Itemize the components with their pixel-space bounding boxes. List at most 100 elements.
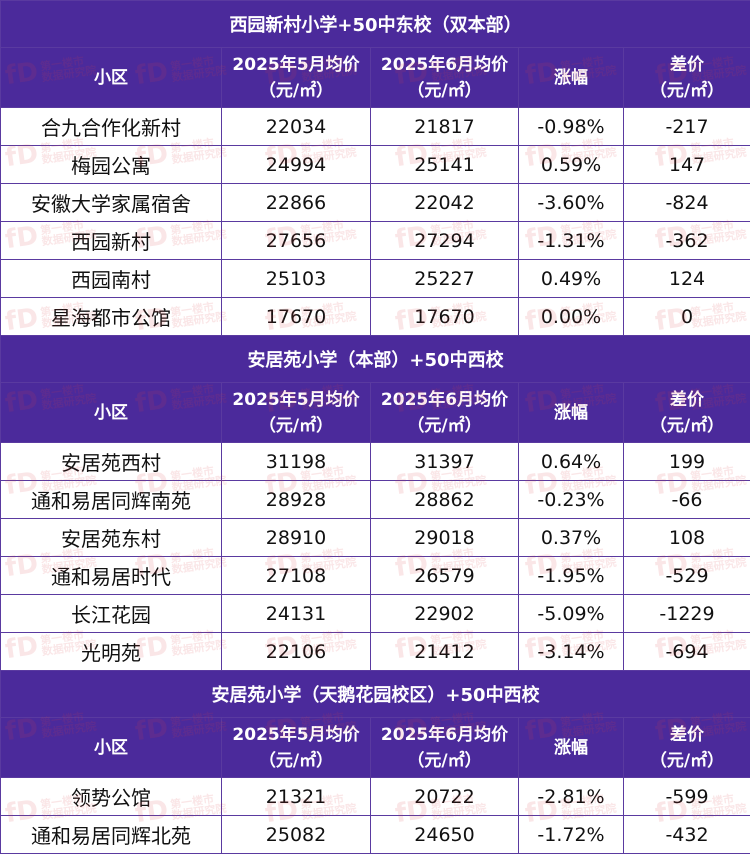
- june-price: 20722: [370, 777, 519, 816]
- price-change: -2.81%: [518, 777, 624, 816]
- header-june-price: 2025年6月均价 （元/㎡）: [370, 382, 519, 443]
- june-price: 21817: [370, 107, 519, 146]
- table-row: 安居苑西村 31198 31397 0.64% 199: [0, 442, 750, 481]
- header-june-unit: （元/㎡）: [407, 750, 482, 771]
- table-row: 长江花园 24131 22902 -5.09% -1229: [0, 594, 750, 633]
- price-change: 0.59%: [518, 145, 624, 184]
- table-row: 通和易居同辉北苑 25082 24650 -1.72% -432: [0, 815, 750, 854]
- community-name: 西园南村: [0, 259, 222, 298]
- header-may-unit: （元/㎡）: [258, 415, 334, 436]
- header-name: 小区: [0, 717, 222, 778]
- header-may-price: 2025年5月均价 （元/㎡）: [221, 717, 371, 778]
- header-june-label: 2025年6月均价: [380, 389, 509, 410]
- may-price: 22034: [221, 107, 371, 146]
- price-diff: 0: [622, 297, 750, 336]
- may-price: 27656: [221, 221, 371, 260]
- header-may-label: 2025年5月均价: [232, 724, 360, 745]
- table-row: 通和易居时代 27108 26579 -1.95% -529: [0, 556, 750, 595]
- price-diff: -66: [622, 480, 750, 519]
- price-change: 0.00%: [518, 297, 624, 336]
- community-name: 安居苑东村: [0, 518, 222, 557]
- june-price: 22902: [370, 594, 519, 633]
- community-name: 领势公馆: [0, 777, 222, 816]
- price-change: -5.09%: [518, 594, 624, 633]
- table-row: 安居苑东村 28910 29018 0.37% 108: [0, 518, 750, 557]
- community-name: 通和易居时代: [0, 556, 222, 595]
- header-diff-unit: （元/㎡）: [649, 415, 725, 436]
- price-diff: 199: [622, 442, 750, 481]
- community-name: 光明苑: [0, 632, 222, 671]
- community-name: 梅园公寓: [0, 145, 222, 184]
- price-diff: -432: [622, 815, 750, 854]
- community-name: 星海都市公馆: [0, 297, 222, 336]
- community-name: 安徽大学家属宿舍: [0, 183, 222, 222]
- may-price: 25103: [221, 259, 371, 298]
- column-header-row: 小区 2025年5月均价 （元/㎡） 2025年6月均价 （元/㎡） 涨幅 差价 （元/㎡）: [0, 717, 750, 778]
- section-title-row: 西园新村小学+50中东校（双本部）: [0, 0, 750, 48]
- header-diff-unit: （元/㎡）: [649, 750, 725, 771]
- header-diff: 差价 （元/㎡）: [622, 717, 750, 778]
- june-price: 24650: [370, 815, 519, 854]
- table-row: 通和易居同辉南苑 28928 28862 -0.23% -66: [0, 480, 750, 519]
- price-diff: 147: [622, 145, 750, 184]
- may-price: 24994: [221, 145, 371, 184]
- price-change: -3.60%: [518, 183, 624, 222]
- community-name: 通和易居同辉北苑: [0, 815, 222, 854]
- community-name: 通和易居同辉南苑: [0, 480, 222, 519]
- may-price: 21321: [221, 777, 371, 816]
- june-price: 21412: [370, 632, 519, 671]
- header-may-label: 2025年5月均价: [232, 389, 360, 410]
- community-name: 安居苑西村: [0, 442, 222, 481]
- june-price: 25227: [370, 259, 519, 298]
- header-change: 涨幅: [518, 47, 624, 108]
- table-row: 星海都市公馆 17670 17670 0.00% 0: [0, 297, 750, 336]
- header-may-price: 2025年5月均价 （元/㎡）: [221, 47, 371, 108]
- may-price: 28928: [221, 480, 371, 519]
- table-row: 梅园公寓 24994 25141 0.59% 147: [0, 145, 750, 184]
- community-name: 西园新村: [0, 221, 222, 260]
- community-name: 合九合作化新村: [0, 107, 222, 146]
- price-change: 0.49%: [518, 259, 624, 298]
- section-title: 西园新村小学+50中东校（双本部）: [0, 0, 750, 48]
- section-title: 安居苑小学（天鹅花园校区）+50中西校: [0, 670, 750, 718]
- june-price: 31397: [370, 442, 519, 481]
- header-diff: 差价 （元/㎡）: [622, 47, 750, 108]
- header-diff-label: 差价: [670, 54, 704, 75]
- header-may-price: 2025年5月均价 （元/㎡）: [221, 382, 371, 443]
- table-row: 西园新村 27656 27294 -1.31% -362: [0, 221, 750, 260]
- price-change: -1.31%: [518, 221, 624, 260]
- may-price: 17670: [221, 297, 371, 336]
- header-june-unit: （元/㎡）: [407, 415, 482, 436]
- price-diff: -599: [622, 777, 750, 816]
- column-header-row: 小区 2025年5月均价 （元/㎡） 2025年6月均价 （元/㎡） 涨幅 差价 （元/㎡）: [0, 47, 750, 108]
- header-june-label: 2025年6月均价: [380, 724, 509, 745]
- may-price: 27108: [221, 556, 371, 595]
- june-price: 27294: [370, 221, 519, 260]
- header-may-label: 2025年5月均价: [232, 54, 360, 75]
- header-may-unit: （元/㎡）: [258, 80, 334, 101]
- price-change: 0.64%: [518, 442, 624, 481]
- price-diff: -362: [622, 221, 750, 260]
- price-diff: -694: [622, 632, 750, 671]
- may-price: 24131: [221, 594, 371, 633]
- price-change: -1.95%: [518, 556, 624, 595]
- column-header-row: 小区 2025年5月均价 （元/㎡） 2025年6月均价 （元/㎡） 涨幅 差价 （元/㎡）: [0, 382, 750, 443]
- may-price: 28910: [221, 518, 371, 557]
- table-row: 合九合作化新村 22034 21817 -0.98% -217: [0, 107, 750, 146]
- header-change: 涨幅: [518, 717, 624, 778]
- header-diff-label: 差价: [670, 389, 704, 410]
- may-price: 31198: [221, 442, 371, 481]
- may-price: 22106: [221, 632, 371, 671]
- price-change: -3.14%: [518, 632, 624, 671]
- june-price: 25141: [370, 145, 519, 184]
- may-price: 25082: [221, 815, 371, 854]
- june-price: 22042: [370, 183, 519, 222]
- june-price: 28862: [370, 480, 519, 519]
- price-change: -0.98%: [518, 107, 624, 146]
- header-name: 小区: [0, 47, 222, 108]
- header-diff-label: 差价: [670, 724, 704, 745]
- price-diff: 108: [622, 518, 750, 557]
- table-row: 光明苑 22106 21412 -3.14% -694: [0, 632, 750, 671]
